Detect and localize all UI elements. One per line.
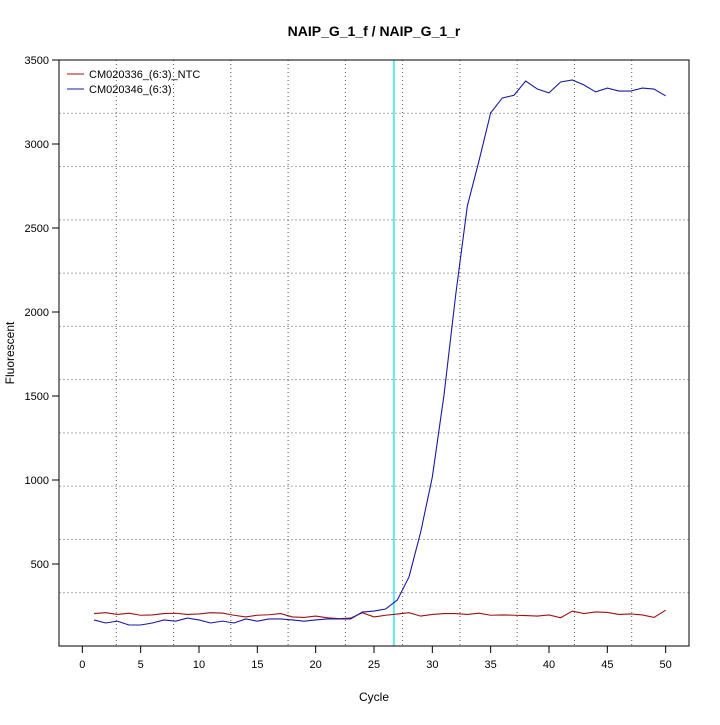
x-tick-label: 30 — [426, 659, 438, 671]
y-tick-label: 1000 — [25, 475, 49, 487]
y-axis-label: Fluorescent — [3, 321, 17, 384]
y-tick-label: 2500 — [25, 223, 49, 235]
y-tick-label: 2000 — [25, 307, 49, 319]
x-tick-label: 0 — [79, 659, 85, 671]
series-line-0 — [93, 609, 666, 620]
grid — [59, 60, 689, 646]
chart-title: NAIP_G_1_f / NAIP_G_1_r — [288, 23, 461, 39]
series-group — [93, 79, 666, 626]
x-tick-label: 40 — [543, 659, 555, 671]
x-tick-label: 45 — [601, 659, 613, 671]
x-axis-label: Cycle — [359, 690, 389, 704]
y-axis: 500 1000 1500 2000 2500 3000 3500 — [25, 55, 59, 571]
x-tick-label: 50 — [660, 659, 672, 671]
x-tick-label: 15 — [251, 659, 263, 671]
y-tick-label: 3000 — [25, 139, 49, 151]
x-axis: 0 5 10 15 20 25 30 35 40 45 50 — [79, 646, 672, 671]
legend: CM020336_(6:3)_NTC CM020346_(6:3) — [67, 69, 200, 96]
x-tick-label: 10 — [193, 659, 205, 671]
y-tick-label: 500 — [31, 559, 49, 571]
legend-label-0: CM020336_(6:3)_NTC — [89, 69, 200, 81]
x-tick-label: 5 — [138, 659, 144, 671]
series-line-1 — [93, 79, 666, 626]
y-tick-label: 1500 — [25, 391, 49, 403]
x-tick-label: 20 — [310, 659, 322, 671]
plot-frame — [58, 59, 690, 647]
x-tick-label: 35 — [485, 659, 497, 671]
x-tick-label: 25 — [368, 659, 380, 671]
y-tick-label: 3500 — [25, 55, 49, 67]
legend-label-1: CM020346_(6:3) — [89, 84, 172, 96]
